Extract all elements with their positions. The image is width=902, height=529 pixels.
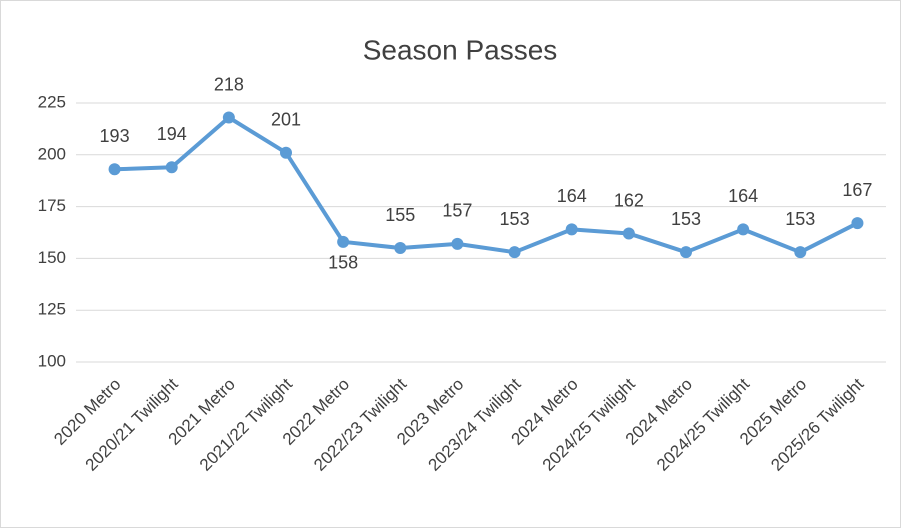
marker <box>622 227 635 240</box>
marker <box>737 223 750 236</box>
data-label: 162 <box>614 190 644 210</box>
marker <box>680 246 692 259</box>
data-label: 153 <box>785 209 815 229</box>
marker <box>794 246 807 259</box>
marker <box>565 223 578 236</box>
data-label: 155 <box>385 205 415 225</box>
marker <box>451 237 464 250</box>
marker <box>108 163 121 176</box>
chart-title: Season Passes <box>363 34 558 65</box>
y-tick-label: 100 <box>38 351 66 370</box>
data-label: 164 <box>557 186 587 206</box>
data-label: 158 <box>328 253 358 273</box>
y-tick-label: 125 <box>38 300 66 319</box>
marker <box>165 161 178 174</box>
data-label: 194 <box>157 124 187 144</box>
data-label: 157 <box>442 201 472 221</box>
data-label: 153 <box>671 209 701 229</box>
data-label: 164 <box>728 186 758 206</box>
y-tick-label: 175 <box>38 196 66 215</box>
y-tick-label: 150 <box>38 248 66 267</box>
marker <box>337 235 350 248</box>
y-tick-label: 225 <box>38 92 66 111</box>
marker <box>280 146 292 159</box>
data-label: 218 <box>214 74 244 94</box>
data-label: 167 <box>842 180 872 200</box>
line <box>114 115 859 255</box>
marker <box>851 217 864 230</box>
data-label: 193 <box>100 126 130 146</box>
marker <box>222 111 235 124</box>
data-label: 201 <box>271 109 301 129</box>
data-label: 153 <box>500 209 530 229</box>
y-tick-label: 200 <box>38 144 66 163</box>
marker <box>394 242 407 255</box>
marker <box>508 246 521 259</box>
